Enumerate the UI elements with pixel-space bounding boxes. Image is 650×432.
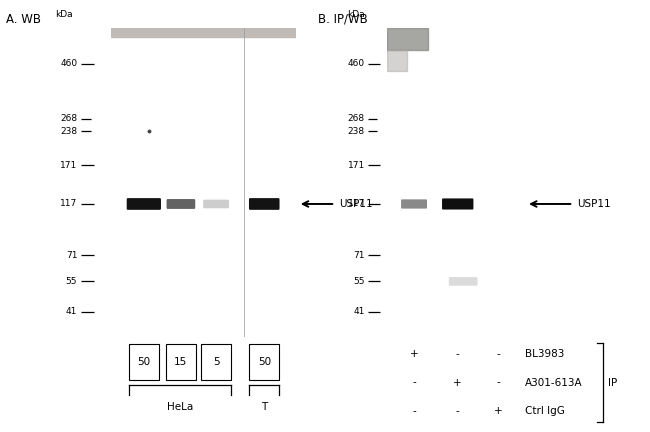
Text: 268: 268	[348, 114, 365, 124]
Text: 460: 460	[60, 59, 77, 68]
Text: 41: 41	[354, 307, 365, 316]
Text: B. IP/WB: B. IP/WB	[318, 13, 369, 26]
Text: USP11: USP11	[578, 199, 611, 209]
Text: 71: 71	[66, 251, 77, 260]
Bar	[202, 343, 231, 380]
FancyBboxPatch shape	[449, 277, 478, 286]
Text: A. WB: A. WB	[6, 13, 42, 26]
FancyBboxPatch shape	[401, 199, 427, 209]
Text: +: +	[454, 378, 462, 388]
Bar	[387, 50, 407, 71]
Text: 117: 117	[60, 200, 77, 209]
Text: HeLa: HeLa	[167, 402, 193, 412]
Text: 117: 117	[348, 200, 365, 209]
Text: IP: IP	[608, 378, 617, 388]
Text: 55: 55	[354, 277, 365, 286]
Bar	[111, 28, 296, 37]
Text: A301-613A: A301-613A	[525, 378, 582, 388]
Text: T: T	[261, 402, 267, 412]
FancyBboxPatch shape	[249, 198, 280, 210]
FancyBboxPatch shape	[203, 200, 229, 208]
Text: -: -	[497, 378, 500, 388]
Text: 171: 171	[60, 161, 77, 169]
Text: -: -	[497, 349, 500, 359]
Text: -: -	[456, 349, 460, 359]
Text: 50: 50	[257, 357, 271, 367]
Bar	[250, 343, 279, 380]
FancyBboxPatch shape	[166, 199, 195, 209]
Text: 238: 238	[348, 127, 365, 136]
Text: +: +	[410, 349, 419, 359]
Text: USP11: USP11	[339, 199, 373, 209]
Text: 5: 5	[213, 357, 220, 367]
Text: 55: 55	[66, 277, 77, 286]
Bar	[129, 343, 159, 380]
Text: 15: 15	[174, 357, 187, 367]
FancyBboxPatch shape	[127, 198, 161, 210]
Text: 238: 238	[60, 127, 77, 136]
Text: Ctrl IgG: Ctrl IgG	[525, 406, 565, 416]
Text: 268: 268	[60, 114, 77, 124]
Text: 41: 41	[66, 307, 77, 316]
Text: kDa: kDa	[347, 10, 365, 19]
Text: BL3983: BL3983	[525, 349, 564, 359]
FancyBboxPatch shape	[442, 198, 473, 210]
Text: -: -	[456, 406, 460, 416]
Text: 171: 171	[348, 161, 365, 169]
Text: -: -	[412, 406, 416, 416]
Bar	[166, 343, 196, 380]
Text: kDa: kDa	[55, 10, 73, 19]
Text: +: +	[495, 406, 503, 416]
Text: -: -	[412, 378, 416, 388]
Text: 460: 460	[348, 59, 365, 68]
Text: 71: 71	[354, 251, 365, 260]
Text: 50: 50	[137, 357, 150, 367]
Bar	[387, 28, 428, 50]
